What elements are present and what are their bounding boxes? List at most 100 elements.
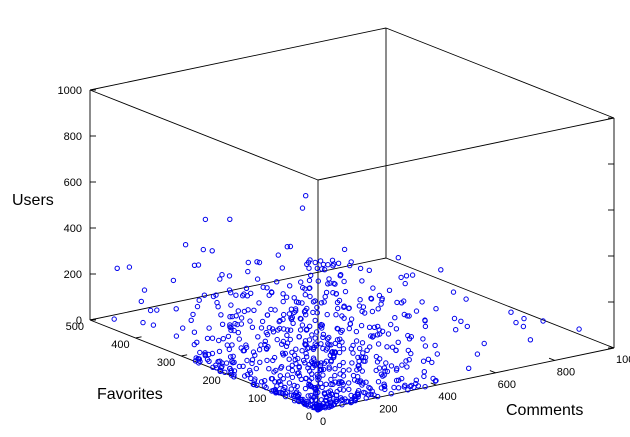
data-point <box>324 345 330 351</box>
data-point <box>231 368 238 374</box>
y-tick-label: 100 <box>248 393 266 405</box>
data-point <box>236 363 243 370</box>
data-point <box>319 384 325 391</box>
data-point <box>339 402 345 408</box>
data-point <box>332 366 338 372</box>
data-point <box>280 298 286 305</box>
data-point <box>287 327 294 333</box>
data-point <box>401 298 407 304</box>
data-point <box>287 283 293 289</box>
data-point <box>368 333 374 339</box>
data-point <box>226 346 233 353</box>
data-point <box>355 354 361 361</box>
data-point <box>210 364 216 370</box>
data-point <box>374 332 381 338</box>
data-point <box>250 349 257 355</box>
data-point <box>283 343 290 349</box>
data-point <box>481 340 487 347</box>
data-point <box>253 365 259 372</box>
data-point <box>430 375 436 382</box>
data-point <box>398 274 404 281</box>
z-tick-label: 800 <box>64 131 82 143</box>
data-point <box>304 305 310 312</box>
data-point <box>285 365 292 371</box>
data-point <box>395 385 402 391</box>
data-point <box>391 384 397 391</box>
data-point <box>350 342 356 349</box>
data-point <box>294 370 301 376</box>
data-point <box>217 367 223 374</box>
data-point <box>238 345 244 351</box>
data-point <box>340 346 347 352</box>
data-point <box>173 306 179 312</box>
data-point <box>275 327 281 333</box>
data-point <box>249 360 255 367</box>
data-point <box>209 350 216 357</box>
data-point <box>346 305 352 312</box>
data-point <box>313 401 319 408</box>
data-point <box>339 379 345 386</box>
data-point <box>277 373 283 379</box>
data-point <box>272 388 278 395</box>
data-point <box>228 290 234 296</box>
data-point <box>421 369 427 375</box>
data-point <box>320 372 326 378</box>
data-point <box>282 350 288 357</box>
data-point <box>238 321 245 327</box>
data-point <box>336 342 342 349</box>
data-point <box>314 265 320 271</box>
data-point <box>263 384 269 391</box>
x-tick-label: 800 <box>557 366 575 378</box>
data-point <box>219 272 225 278</box>
data-point <box>298 279 304 285</box>
data-point <box>304 326 310 332</box>
data-point <box>310 355 317 361</box>
data-point <box>332 350 339 356</box>
data-point <box>404 364 410 370</box>
data-point <box>378 385 385 391</box>
data-point <box>268 306 274 313</box>
data-point <box>315 374 321 380</box>
data-point <box>306 285 312 292</box>
data-point <box>196 297 202 303</box>
data-point <box>312 298 318 304</box>
data-point <box>312 335 318 341</box>
data-point <box>241 347 248 354</box>
data-point <box>363 395 369 401</box>
data-point <box>303 193 309 199</box>
data-point <box>311 344 317 351</box>
data-point <box>413 377 419 383</box>
data-point <box>362 390 368 396</box>
data-point <box>245 259 252 266</box>
data-point <box>305 259 312 265</box>
data-point <box>191 329 198 335</box>
data-point <box>286 380 293 386</box>
data-point <box>251 307 257 313</box>
data-point <box>450 289 457 295</box>
data-point <box>289 314 295 321</box>
data-point <box>357 297 363 303</box>
data-point <box>306 381 312 387</box>
y-tick-label: 500 <box>66 321 84 333</box>
data-point <box>194 303 201 310</box>
data-point <box>287 243 294 250</box>
data-point <box>218 312 224 318</box>
data-point <box>293 346 299 352</box>
data-point <box>342 288 349 295</box>
data-point <box>368 391 374 397</box>
data-point <box>401 384 407 390</box>
data-point <box>201 292 208 298</box>
data-point <box>202 216 209 223</box>
data-point <box>274 383 280 389</box>
data-point <box>458 318 464 324</box>
z-axis-title: Users <box>12 192 54 209</box>
data-point <box>409 272 416 278</box>
data-point <box>255 334 261 340</box>
data-point <box>318 360 324 366</box>
data-point <box>385 331 392 337</box>
data-point <box>345 398 351 404</box>
data-point <box>421 373 427 380</box>
data-point <box>334 299 341 306</box>
data-point <box>350 350 356 356</box>
